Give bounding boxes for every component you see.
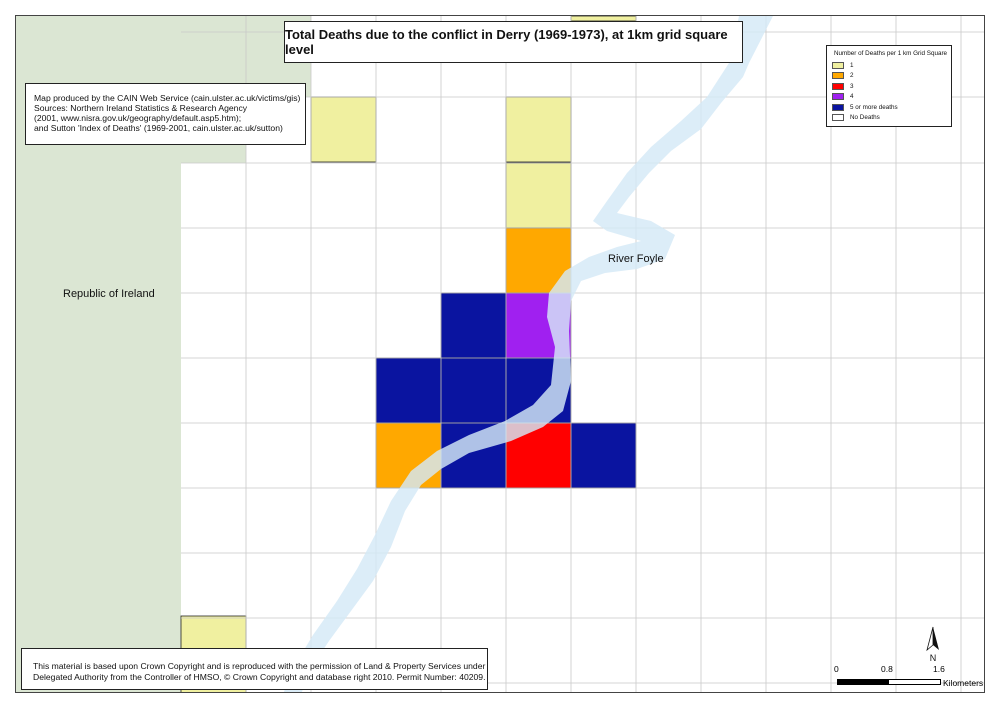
map-canvas[interactable]: [16, 16, 985, 693]
legend-item-4: 4: [832, 92, 946, 103]
legend-label: 3: [850, 82, 854, 90]
legend-swatch: [832, 72, 844, 80]
legend-swatch: [832, 61, 844, 69]
scale-tick-16: 1.6: [933, 664, 945, 674]
legend-item-1: 1: [832, 60, 946, 71]
legend-label: 5 or more deaths: [850, 103, 898, 111]
legend-swatch: [832, 114, 844, 122]
copyright-notice: This material is based upon Crown Copyri…: [21, 648, 488, 690]
scale-units: Kilometers: [943, 678, 984, 688]
republic-of-ireland-label: Republic of Ireland: [63, 288, 155, 300]
copyright-line: This material is based upon Crown Copyri…: [33, 661, 486, 671]
north-label: N: [930, 653, 937, 663]
copyright-line: Delegated Authority from the Controller …: [33, 672, 486, 682]
grid-square[interactable]: [505, 96, 572, 163]
grid-square[interactable]: [505, 162, 572, 229]
river-foyle: [283, 16, 773, 692]
legend-label: 1: [850, 61, 854, 69]
legend-item-5plus: 5 or more deaths: [832, 102, 946, 113]
scale-bar-segment: [889, 680, 940, 684]
river-foyle-label: River Foyle: [608, 253, 664, 265]
legend-swatch: [832, 93, 844, 101]
legend-swatch: [832, 103, 844, 111]
grid-square[interactable]: [440, 292, 507, 359]
legend-item-3: 3: [832, 81, 946, 92]
scale-tick-0: 0: [834, 664, 839, 674]
legend-item-none: No Deaths: [832, 113, 946, 124]
legend-label: 2: [850, 72, 854, 80]
legend-swatch: [832, 82, 844, 90]
credits-line: Sources: Northern Ireland Statistics & R…: [34, 103, 248, 113]
republic-of-ireland-area: [16, 16, 311, 692]
grid-square[interactable]: [310, 96, 377, 163]
legend-item-2: 2: [832, 71, 946, 82]
grid-square[interactable]: [375, 357, 442, 424]
scale-bar: 0 0.8 1.6 Kilometers: [834, 664, 994, 694]
map-title: Total Deaths due to the conflict in Derr…: [284, 21, 743, 63]
scale-tick-08: 0.8: [881, 664, 893, 674]
grid-square[interactable]: [570, 422, 637, 489]
legend-label: 4: [850, 93, 854, 101]
credits-line: Map produced by the CAIN Web Service (ca…: [34, 93, 301, 103]
map-frame: [15, 15, 985, 693]
grid-square[interactable]: [440, 357, 507, 424]
credits-line: and Sutton 'Index of Deaths' (1969-2001,…: [34, 123, 283, 133]
legend-title: Number of Deaths per 1 km Grid Square: [834, 50, 948, 57]
credits-box: Map produced by the CAIN Web Service (ca…: [25, 83, 306, 145]
credits-line: (2001, www.nisra.gov.uk/geography/defaul…: [34, 113, 242, 123]
legend: Number of Deaths per 1 km Grid Square 1 …: [826, 45, 952, 127]
north-arrow-icon: N: [926, 626, 939, 663]
legend-label: No Deaths: [850, 114, 880, 122]
